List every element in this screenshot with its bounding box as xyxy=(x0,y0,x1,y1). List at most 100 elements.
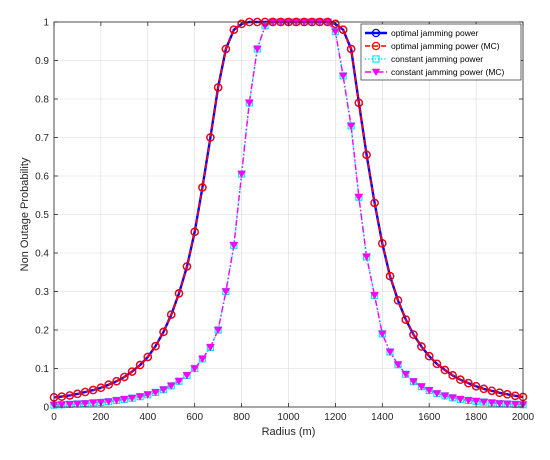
data-point xyxy=(213,83,223,92)
y-tick-label: 0.8 xyxy=(35,95,49,106)
data-point xyxy=(487,386,497,396)
data-point xyxy=(417,383,426,391)
data-point xyxy=(495,388,504,398)
data-point xyxy=(338,72,348,80)
data-point xyxy=(362,150,371,160)
data-point xyxy=(409,330,418,339)
legend-marker xyxy=(372,55,380,63)
data-point xyxy=(432,359,442,369)
y-tick-label: 1 xyxy=(43,18,49,29)
data-point xyxy=(346,122,356,130)
data-point xyxy=(88,399,98,407)
y-tick-label: 0.1 xyxy=(35,364,49,375)
legend-label: constant jamming power (MC) xyxy=(391,67,505,77)
data-point xyxy=(409,378,418,386)
data-point xyxy=(378,330,387,338)
data-point xyxy=(331,19,340,29)
data-point xyxy=(174,377,184,386)
data-point xyxy=(65,401,75,409)
data-point xyxy=(127,367,137,376)
data-point xyxy=(213,326,223,335)
axis-ticks: 0 200 400 600 800 1000 1200 1400 1600 1800 2000 0 0.… xyxy=(35,18,534,424)
data-point xyxy=(456,396,465,404)
data-point xyxy=(104,380,113,389)
data-point xyxy=(151,389,160,397)
data-point xyxy=(440,392,450,400)
data-point xyxy=(354,193,364,202)
legend-label: optimal jamming power xyxy=(391,28,479,38)
y-tick-label: 0.6 xyxy=(35,172,49,183)
data-point xyxy=(104,398,113,406)
legend-label: optimal jamming power (MC) xyxy=(391,41,500,51)
data-point xyxy=(80,387,90,397)
data-point xyxy=(362,253,371,261)
data-point xyxy=(143,391,153,399)
data-point xyxy=(135,393,145,401)
data-point xyxy=(464,397,473,405)
data-point xyxy=(190,227,199,237)
y-tick-label: 0.3 xyxy=(35,287,49,298)
data-point xyxy=(237,19,246,29)
data-point xyxy=(448,394,457,402)
data-point xyxy=(65,391,74,400)
data-point xyxy=(73,400,82,408)
x-tick-label: 1400 xyxy=(371,412,394,423)
legend-marker xyxy=(371,41,381,51)
data-point xyxy=(378,239,387,248)
data-point xyxy=(464,378,473,388)
data-point xyxy=(346,44,356,54)
x-tick-label: 600 xyxy=(186,412,203,423)
x-tick-label: 0 xyxy=(51,412,57,423)
y-tick-label: 0.2 xyxy=(35,326,49,337)
data-point xyxy=(253,45,262,53)
data-point xyxy=(229,242,239,250)
x-tick-label: 400 xyxy=(139,412,156,423)
data-point xyxy=(479,384,489,394)
x-tick-label: 800 xyxy=(233,412,250,423)
data-point xyxy=(166,382,176,390)
x-tick-label: 1000 xyxy=(277,412,300,423)
data-point xyxy=(471,397,481,406)
data-point xyxy=(174,289,184,298)
data-point xyxy=(159,327,168,337)
data-point xyxy=(112,397,121,405)
data-point xyxy=(495,400,504,408)
data-point xyxy=(393,296,403,305)
data-point xyxy=(456,375,465,384)
legend-label: constant jamming power xyxy=(391,54,483,64)
data-point xyxy=(73,389,82,399)
data-point xyxy=(57,392,66,401)
data-point xyxy=(385,348,395,356)
data-point xyxy=(354,98,364,108)
data-point xyxy=(502,400,512,408)
x-tick-label: 1600 xyxy=(418,412,441,423)
data-point xyxy=(112,376,121,386)
data-point xyxy=(424,387,434,395)
data-point xyxy=(370,292,379,300)
data-point xyxy=(182,262,192,271)
legend-marker xyxy=(371,28,381,38)
data-point xyxy=(385,271,395,281)
data-point xyxy=(159,386,168,394)
data-point xyxy=(198,183,207,192)
data-point xyxy=(370,198,379,208)
y-tick-label: 0.4 xyxy=(35,249,49,260)
data-point xyxy=(487,399,497,407)
legend-box xyxy=(360,23,522,81)
data-point xyxy=(206,133,215,142)
data-point xyxy=(120,372,129,382)
x-tick-label: 1200 xyxy=(324,412,347,423)
data-point xyxy=(182,372,192,380)
data-point xyxy=(503,390,512,399)
data-point xyxy=(96,383,106,392)
data-point xyxy=(237,170,246,179)
series-line-1 xyxy=(53,21,524,399)
data-point xyxy=(471,381,481,391)
data-point xyxy=(511,391,520,401)
data-point xyxy=(393,361,403,369)
data-point xyxy=(135,360,145,370)
data-point xyxy=(424,351,434,361)
y-tick-label: 0 xyxy=(43,403,49,414)
data-point xyxy=(338,25,348,34)
data-point xyxy=(88,385,98,395)
